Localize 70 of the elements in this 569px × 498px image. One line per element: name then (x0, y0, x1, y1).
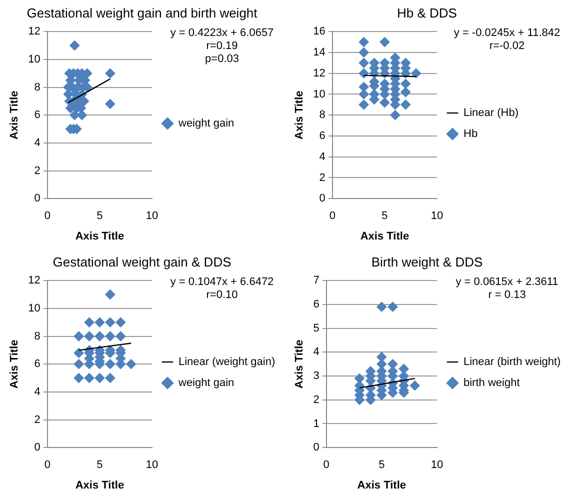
text: r=0.19 (206, 40, 238, 52)
x-tick-label: 0 (329, 210, 336, 222)
y-axis-title: Axis Title (8, 340, 21, 388)
chart-title: Gestational weight gain & DDS (52, 254, 232, 270)
y-tick-label: 4 (313, 346, 320, 358)
legend-label: weight gain (178, 118, 234, 130)
y-tick-label: 8 (319, 109, 326, 122)
y-tick-label: 12 (313, 67, 326, 80)
legend-label: weight gain (178, 377, 234, 390)
text: y = 0.1047x + 6.6472 (170, 276, 274, 288)
y-tick-label: 6 (313, 298, 320, 310)
y-tick-label: 0 (34, 442, 40, 454)
y-tick-label: 12 (28, 26, 40, 38)
legend-label: Linear (weight gain) (178, 356, 276, 368)
x-tick-label: 10 (146, 459, 158, 472)
x-axis-title: Axis Title (357, 479, 406, 492)
x-tick-label: 5 (96, 210, 103, 222)
text: y = -0.0245x + 11.842 (454, 27, 560, 40)
legend-label: birth weight (464, 377, 520, 390)
text: y = 0.4223x + 6.0657 (170, 27, 274, 40)
y-tick-label: 8 (34, 81, 40, 94)
text: r=0.10 (206, 289, 238, 302)
legend-label: Linear (Hb) (464, 107, 519, 120)
y-tick-label: 10 (28, 53, 40, 66)
x-tick-label: 10 (430, 210, 444, 222)
legend-label: Hb (464, 128, 478, 140)
y-tick-label: 2 (313, 394, 320, 406)
x-axis-title: Axis Title (75, 479, 124, 492)
y-tick-label: 4 (34, 386, 40, 398)
x-tick-label: 10 (430, 459, 444, 472)
y-axis-title: Axis Title (294, 90, 306, 140)
y-tick-label: 10 (313, 88, 326, 100)
text: p=0.03 (205, 53, 239, 66)
y-tick-label: 0 (34, 192, 40, 205)
x-axis-title: Axis Title (75, 230, 124, 242)
x-tick-label: 5 (382, 210, 388, 222)
y-tick-label: 4 (319, 150, 326, 163)
y-tick-label: 0 (319, 192, 326, 205)
y-tick-label: 6 (319, 130, 326, 142)
y-tick-label: 2 (34, 414, 40, 426)
x-tick-label: 0 (44, 459, 50, 472)
y-axis-title: Axis Title (8, 90, 21, 140)
y-tick-label: 16 (313, 26, 326, 38)
y-tick-label: 5 (313, 322, 320, 334)
y-tick-label: 0 (313, 442, 320, 454)
chart-title: Birth weight & DDS (371, 254, 483, 270)
y-tick-label: 7 (313, 274, 320, 287)
y-tick-label: 6 (34, 358, 40, 370)
y-tick-label: 4 (34, 136, 40, 149)
y-tick-label: 14 (313, 46, 326, 59)
y-tick-label: 6 (34, 109, 40, 122)
chart-title: Gestational weight gain and birth weight (26, 5, 258, 20)
legend-label: Linear (birth weight) (464, 356, 561, 368)
y-tick-label: 1 (313, 418, 320, 430)
y-tick-label: 3 (313, 370, 320, 382)
x-axis-title: Axis Title (360, 230, 410, 242)
y-tick-label: 10 (28, 302, 40, 314)
text: r=-0.02 (489, 40, 525, 52)
y-tick-label: 2 (319, 172, 326, 184)
y-tick-label: 12 (28, 274, 40, 287)
x-tick-label: 5 (378, 459, 385, 472)
y-tick-label: 2 (34, 164, 40, 177)
text: y = 0.0615x + 2.3611 (456, 276, 558, 288)
chart-title: Hb & DDS (397, 5, 458, 20)
y-tick-label: 8 (34, 330, 40, 342)
text: r = 0.13 (488, 289, 526, 302)
x-tick-label: 5 (96, 459, 103, 472)
x-tick-label: 10 (146, 210, 158, 222)
x-tick-label: 0 (44, 210, 50, 222)
y-axis-title: Axis Title (294, 340, 306, 388)
